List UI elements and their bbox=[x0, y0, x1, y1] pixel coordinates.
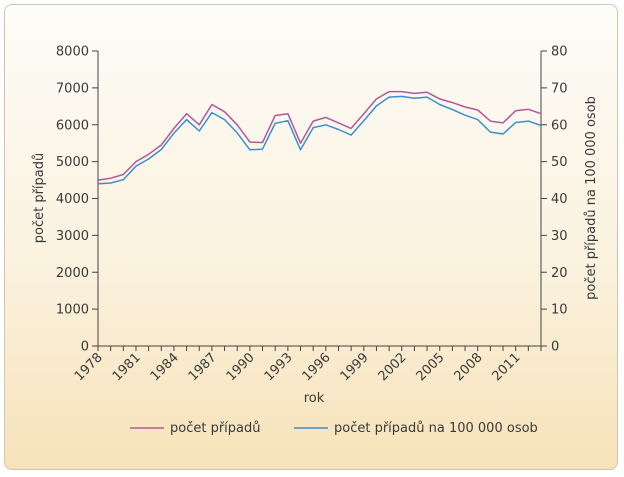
y2-tick-label: 40 bbox=[551, 192, 568, 207]
x-tick-label: 1990 bbox=[224, 350, 258, 384]
right-axis: 0 10 20 30 40 50 60 70 80 bbox=[540, 45, 568, 355]
y2-tick-label: 60 bbox=[551, 118, 568, 133]
legend-label-rate: počet případů na 100 000 osob bbox=[334, 421, 538, 436]
x-axis-label: rok bbox=[304, 391, 325, 406]
series-lines bbox=[97, 90, 542, 185]
series-line-cases bbox=[97, 90, 542, 181]
series-line-rate bbox=[97, 95, 542, 185]
y-tick-label: 6000 bbox=[56, 118, 89, 133]
x-tick-label: 2005 bbox=[414, 350, 448, 384]
y2-tick-label: 80 bbox=[551, 45, 568, 60]
x-tick-label: 2011 bbox=[490, 350, 524, 384]
x-tick-label: 1987 bbox=[186, 350, 220, 384]
y-axis-label: počet případů bbox=[32, 153, 47, 244]
y-tick-label: 2000 bbox=[56, 266, 89, 281]
y-tick-label: 7000 bbox=[56, 81, 89, 96]
y2-tick-label: 10 bbox=[551, 303, 568, 318]
y-tick-label: 1000 bbox=[56, 303, 89, 318]
x-tick-label: 2008 bbox=[452, 350, 486, 384]
y2-tick-label: 30 bbox=[551, 229, 568, 244]
x-tick-label: 1978 bbox=[72, 350, 106, 384]
x-tick-label: 2002 bbox=[376, 350, 410, 384]
chart-panel bbox=[4, 4, 618, 470]
x-tick-label: 1996 bbox=[300, 350, 334, 384]
x-axis: 1978 1981 1984 1987 1990 1993 1996 1999 2002 2005… bbox=[72, 345, 542, 384]
y2-tick-label: 20 bbox=[551, 266, 568, 281]
y2-tick-label: 0 bbox=[551, 340, 559, 355]
y-tick-label: 0 bbox=[81, 340, 89, 355]
y-tick-label: 4000 bbox=[56, 192, 89, 207]
x-tick-label: 1984 bbox=[148, 350, 182, 384]
x-tick-label: 1999 bbox=[338, 350, 372, 384]
y2-tick-label: 70 bbox=[551, 81, 568, 96]
legend-label-cases: počet případů bbox=[170, 421, 261, 436]
x-tick-label: 1993 bbox=[262, 350, 296, 384]
y2-axis-label: počet případů na 100 000 osob bbox=[584, 96, 599, 300]
left-axis: 0 1000 2000 3000 4000 5000 6000 7000 8000 bbox=[56, 45, 99, 355]
y-tick-label: 5000 bbox=[56, 155, 89, 170]
y-tick-label: 8000 bbox=[56, 45, 89, 60]
legend: počet případů počet případů na 100 000 o… bbox=[130, 421, 538, 436]
y-tick-label: 3000 bbox=[56, 229, 89, 244]
y2-tick-label: 50 bbox=[551, 155, 568, 170]
x-tick-label: 1981 bbox=[110, 350, 144, 384]
